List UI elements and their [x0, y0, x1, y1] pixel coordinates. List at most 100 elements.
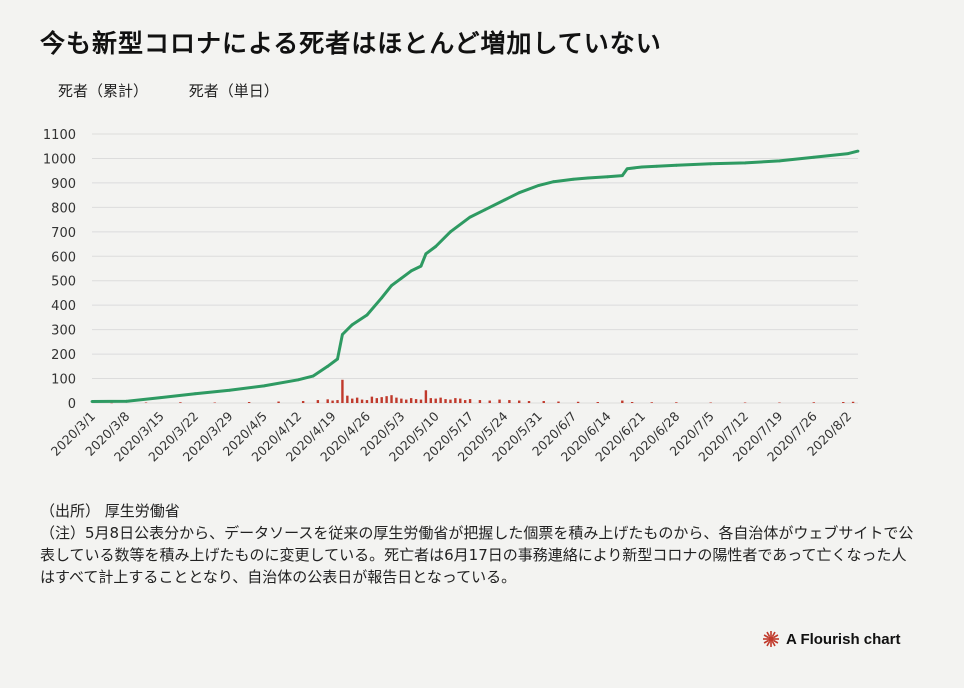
logo-ray	[763, 634, 769, 639]
daily-bar	[365, 400, 369, 403]
daily-bar	[326, 399, 329, 403]
cumulative-point	[380, 296, 384, 300]
daily-bar	[596, 402, 599, 403]
daily-bar	[478, 400, 482, 403]
cumulative-point	[399, 276, 403, 280]
daily-bar	[527, 401, 531, 403]
daily-bar	[316, 400, 320, 403]
daily-bar	[341, 379, 344, 403]
daily-bar	[375, 398, 378, 403]
logo-ray	[766, 641, 771, 647]
daily-bar	[630, 402, 634, 403]
cumulative-point	[159, 396, 163, 400]
daily-bar	[488, 400, 491, 403]
cumulative-point	[365, 313, 369, 317]
legend-item-cumulative: 死者（累計）	[58, 82, 149, 100]
daily-bar	[498, 399, 501, 403]
daily-bar	[419, 399, 423, 403]
cumulative-point	[856, 149, 860, 153]
cumulative-point	[390, 284, 393, 288]
logo-ray	[763, 639, 769, 644]
daily-bar	[429, 398, 433, 403]
cumulative-point	[419, 264, 423, 268]
source-text: （出所） 厚生労働省	[40, 502, 180, 520]
y-tick-label: 400	[51, 299, 76, 314]
cumulative-point	[743, 161, 747, 165]
daily-bar	[179, 402, 182, 403]
chart-svg: 0 100 200 300 400 500 600 700 800 900 1000 1100 202…	[43, 128, 860, 464]
y-tick-label: 200	[51, 348, 76, 363]
cumulative-point	[90, 400, 94, 403]
daily-bar	[277, 401, 280, 403]
brand-label: A Flourish chart	[786, 630, 901, 648]
daily-bar	[650, 402, 653, 403]
daily-bar	[459, 398, 462, 403]
cumulative-point	[193, 392, 197, 396]
daily-bar	[355, 397, 359, 403]
cumulative-point	[311, 374, 315, 378]
daily-bar	[454, 398, 457, 403]
cumulative-line-layer	[90, 149, 860, 403]
logo-ray	[771, 631, 776, 637]
flourish-logo-icon	[763, 631, 779, 647]
flourish-brand[interactable]: A Flourish chart	[762, 630, 900, 648]
x-axis-ticks: 2020/3/12020/3/82020/3/152020/3/222020/3…	[48, 408, 854, 464]
cumulative-point	[296, 378, 300, 382]
cumulative-point	[537, 183, 541, 187]
daily-bar	[390, 395, 393, 403]
daily-bar	[424, 390, 428, 403]
cumulative-point	[449, 230, 452, 234]
daily-bar	[778, 402, 781, 404]
y-tick-label: 1000	[43, 152, 76, 167]
daily-bar	[444, 399, 447, 403]
cumulative-point	[640, 165, 644, 169]
daily-bar	[370, 396, 374, 403]
y-tick-label: 300	[51, 324, 76, 339]
daily-bar	[385, 396, 388, 403]
chart-title: 今も新型コロナによる死者はほとんど増加していない	[40, 29, 662, 58]
cumulative-point	[586, 176, 590, 180]
y-tick-label: 900	[51, 177, 76, 192]
daily-bar	[463, 400, 467, 403]
grid-layer	[92, 133, 858, 404]
cumulative-point	[846, 152, 850, 155]
cumulative-point	[341, 333, 344, 336]
cumulative-point	[326, 364, 330, 368]
daily-bar	[842, 402, 845, 403]
daily-bar	[508, 400, 511, 403]
cumulative-point	[812, 155, 816, 159]
daily-bar	[360, 399, 364, 403]
cumulative-point	[262, 384, 266, 388]
y-tick-label: 700	[51, 226, 76, 241]
cumulative-point	[552, 180, 555, 184]
y-tick-label: 800	[51, 201, 76, 216]
daily-bar	[812, 402, 816, 403]
cumulative-point	[503, 198, 506, 202]
cumulative-point	[778, 159, 781, 163]
daily-bar	[414, 399, 418, 403]
daily-bar	[144, 402, 148, 404]
daily-bar	[542, 401, 545, 403]
daily-bar	[675, 402, 678, 403]
daily-bar	[336, 400, 339, 403]
daily-bar	[851, 401, 855, 403]
daily-bar	[743, 402, 747, 404]
daily-bar	[380, 397, 383, 403]
daily-bar	[331, 400, 334, 403]
notes: （出所） 厚生労働省 （注）5月8日公表分から、データソースを従来の厚生労働省が…	[40, 500, 920, 588]
daily-bar	[405, 399, 408, 403]
daily-bar	[621, 400, 624, 403]
cumulative-point	[674, 163, 678, 167]
note-text: （注）5月8日公表分から、データソースを従来の厚生労働省が把握した個票を積み上げ…	[40, 524, 914, 586]
cumulative-point	[434, 245, 438, 248]
daily-bar	[213, 402, 216, 404]
daily-bar	[576, 401, 580, 403]
daily-bar	[395, 397, 398, 403]
cumulative-point	[336, 357, 339, 361]
cumulative-point	[468, 215, 472, 219]
cumulative-point	[517, 191, 521, 195]
daily-bar	[557, 401, 560, 403]
cumulative-point	[571, 177, 575, 181]
cumulative-point	[606, 175, 609, 179]
cumulative-point	[228, 388, 231, 392]
